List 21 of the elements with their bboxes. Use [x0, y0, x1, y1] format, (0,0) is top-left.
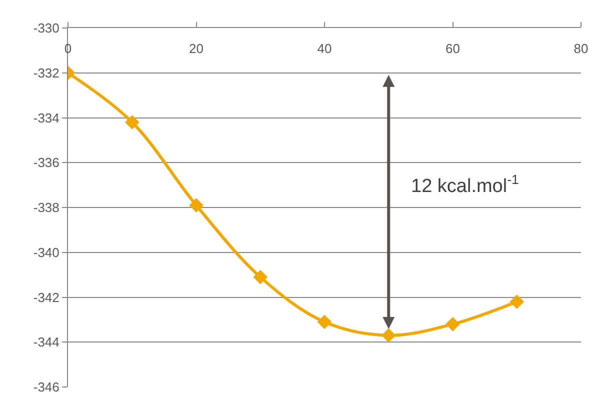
- x-tick-label: 20: [189, 40, 204, 56]
- point: [381, 328, 396, 343]
- annotation: 12 kcal.mol$^{-1}$: [411, 172, 519, 197]
- y-tick-label: -342: [33, 290, 60, 305]
- x-tick-label: 40: [317, 40, 332, 56]
- point: [189, 198, 204, 212]
- y-tick-label: -344: [33, 334, 60, 350]
- y-tick-label: -346: [33, 380, 60, 395]
- y-tick-label: -334: [33, 110, 60, 126]
- point: [446, 317, 460, 332]
- point: [253, 270, 268, 284]
- x-tick-label: 60: [446, 40, 460, 56]
- y-tick-label: -340: [33, 244, 60, 260]
- y-tick-label: -332: [33, 65, 60, 80]
- y-tick-label: -338: [33, 200, 60, 216]
- point: [510, 294, 524, 309]
- y-tick-label: -330: [33, 20, 60, 36]
- point: [124, 115, 140, 130]
- point: [317, 314, 332, 330]
- x-tick-label: 80: [574, 40, 588, 56]
- y-tick-label: -336: [33, 155, 60, 170]
